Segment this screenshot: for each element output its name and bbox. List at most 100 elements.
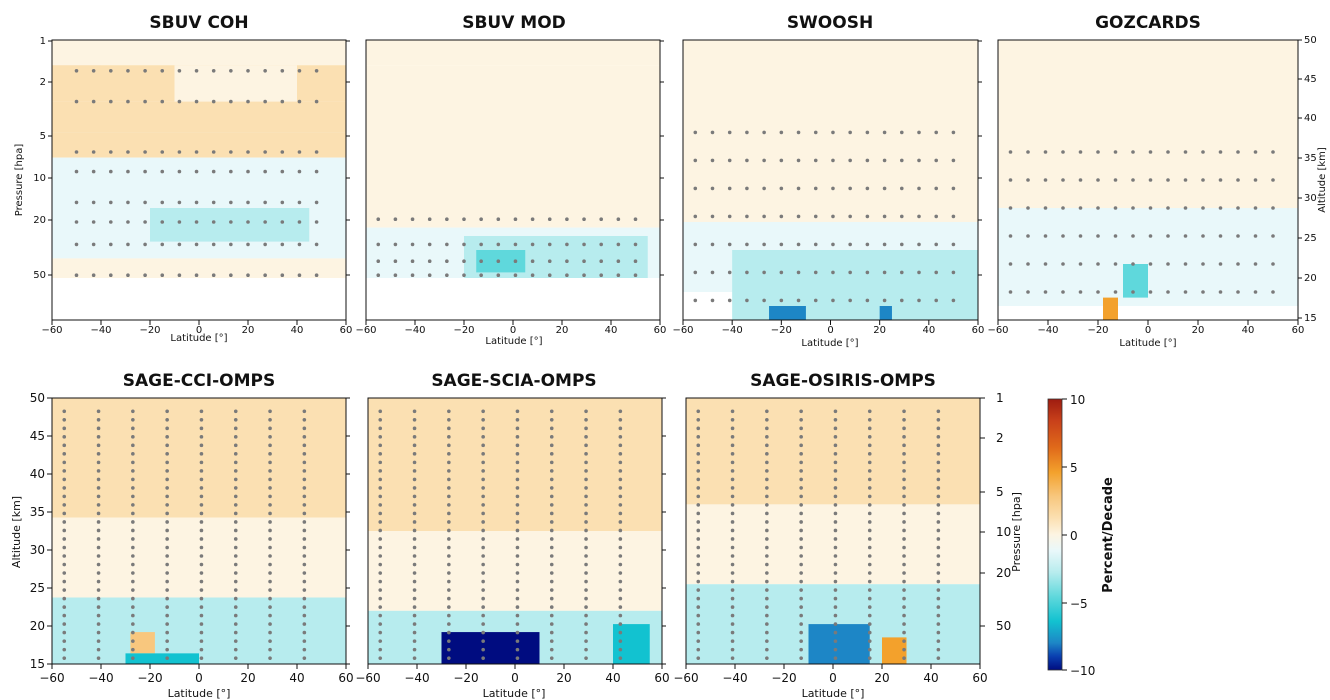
significance-dot bbox=[233, 418, 238, 422]
significance-dot bbox=[131, 460, 135, 465]
significance-dot bbox=[1218, 206, 1223, 210]
significance-dot bbox=[62, 418, 67, 422]
colorbar-tick: 5 bbox=[1070, 461, 1078, 475]
significance-dot bbox=[126, 99, 130, 104]
significance-dot bbox=[867, 545, 872, 550]
significance-dot bbox=[268, 528, 272, 533]
y-tick-label: 45 bbox=[30, 429, 45, 443]
significance-dot bbox=[393, 259, 398, 264]
title-sage-osiris-omps: SAGE-OSIRIS-OMPS bbox=[750, 371, 936, 391]
significance-dot bbox=[696, 528, 701, 533]
xlabel-sbuv-mod: Latitude [°] bbox=[485, 336, 542, 347]
significance-dot bbox=[727, 158, 732, 163]
significance-dot bbox=[96, 571, 101, 575]
significance-dot bbox=[867, 605, 872, 609]
significance-dot bbox=[549, 486, 554, 490]
heatmap-cell bbox=[125, 653, 199, 664]
colorbar-ticks: 10 5 0 −5 −10 bbox=[1062, 393, 1095, 678]
significance-dot bbox=[582, 242, 586, 247]
significance-dot bbox=[899, 298, 904, 303]
significance-dot bbox=[1201, 206, 1205, 210]
significance-dot bbox=[549, 579, 554, 584]
significance-dot bbox=[831, 186, 835, 191]
significance-dot bbox=[268, 537, 272, 541]
significance-dot bbox=[447, 520, 451, 524]
significance-dot bbox=[549, 647, 554, 652]
significance-dot bbox=[481, 562, 485, 567]
significance-dot bbox=[1201, 234, 1205, 238]
significance-dot bbox=[1043, 262, 1048, 266]
significance-dot bbox=[934, 242, 939, 247]
significance-dot bbox=[447, 537, 451, 541]
significance-dot bbox=[799, 630, 803, 635]
significance-dot bbox=[211, 99, 216, 104]
significance-dot bbox=[515, 639, 520, 643]
significance-dot bbox=[799, 554, 803, 558]
significance-dot bbox=[109, 169, 113, 174]
significance-dot bbox=[410, 259, 415, 264]
significance-dot bbox=[280, 150, 285, 154]
significance-dot bbox=[902, 647, 906, 652]
significance-dot bbox=[833, 545, 838, 550]
significance-dot bbox=[1078, 150, 1083, 154]
significance-dot bbox=[447, 511, 451, 516]
significance-dot bbox=[530, 259, 535, 264]
significance-dot bbox=[280, 99, 285, 104]
significance-dot bbox=[165, 656, 169, 660]
significance-dot bbox=[936, 520, 941, 524]
significance-dot bbox=[233, 477, 238, 482]
significance-dot bbox=[727, 270, 732, 275]
significance-dot bbox=[867, 426, 872, 431]
significance-dot bbox=[936, 579, 941, 584]
heatmap-cell bbox=[441, 632, 540, 664]
significance-dot bbox=[779, 270, 784, 275]
significance-dot bbox=[765, 596, 769, 601]
significance-dot bbox=[496, 259, 501, 264]
significance-dot bbox=[314, 242, 319, 247]
heatmap-cell bbox=[52, 157, 346, 194]
significance-dot bbox=[109, 200, 113, 205]
significance-dot bbox=[867, 494, 872, 499]
significance-dot bbox=[799, 647, 803, 652]
significance-dot bbox=[109, 273, 113, 278]
heatmap-cell bbox=[683, 166, 978, 222]
significance-dot bbox=[62, 477, 67, 482]
significance-dot bbox=[199, 630, 204, 635]
significance-dot bbox=[297, 200, 302, 205]
significance-dot bbox=[194, 69, 199, 73]
x-tick-label: 60 bbox=[972, 325, 985, 336]
significance-dot bbox=[936, 503, 941, 507]
significance-dot bbox=[515, 579, 520, 584]
significance-dot bbox=[199, 639, 204, 643]
significance-dot bbox=[936, 426, 941, 431]
significance-dot bbox=[549, 511, 554, 516]
significance-dot bbox=[515, 656, 520, 660]
significance-dot bbox=[799, 435, 803, 439]
significance-dot bbox=[833, 503, 838, 507]
significance-dot bbox=[302, 503, 307, 507]
significance-dot bbox=[618, 469, 623, 473]
y-tick-label: 1 bbox=[996, 391, 1004, 405]
significance-dot bbox=[1271, 290, 1275, 294]
y-tick-label: 20 bbox=[33, 215, 46, 226]
significance-dot bbox=[302, 588, 307, 592]
significance-dot bbox=[481, 460, 485, 465]
significance-dot bbox=[412, 630, 417, 635]
significance-dot bbox=[62, 613, 67, 618]
significance-dot bbox=[549, 656, 554, 660]
significance-dot bbox=[447, 571, 451, 575]
significance-dot bbox=[917, 186, 921, 191]
significance-dot bbox=[696, 571, 701, 575]
significance-dot bbox=[833, 579, 838, 584]
significance-dot bbox=[799, 537, 803, 541]
significance-dot bbox=[1131, 234, 1135, 238]
significance-dot bbox=[302, 452, 307, 456]
significance-dot bbox=[199, 656, 204, 660]
significance-dot bbox=[618, 571, 623, 575]
significance-dot bbox=[479, 259, 483, 264]
significance-dot bbox=[936, 528, 941, 533]
significance-dot bbox=[799, 409, 803, 414]
significance-dot bbox=[547, 217, 552, 221]
significance-dot bbox=[302, 656, 307, 660]
significance-dot bbox=[297, 150, 302, 154]
